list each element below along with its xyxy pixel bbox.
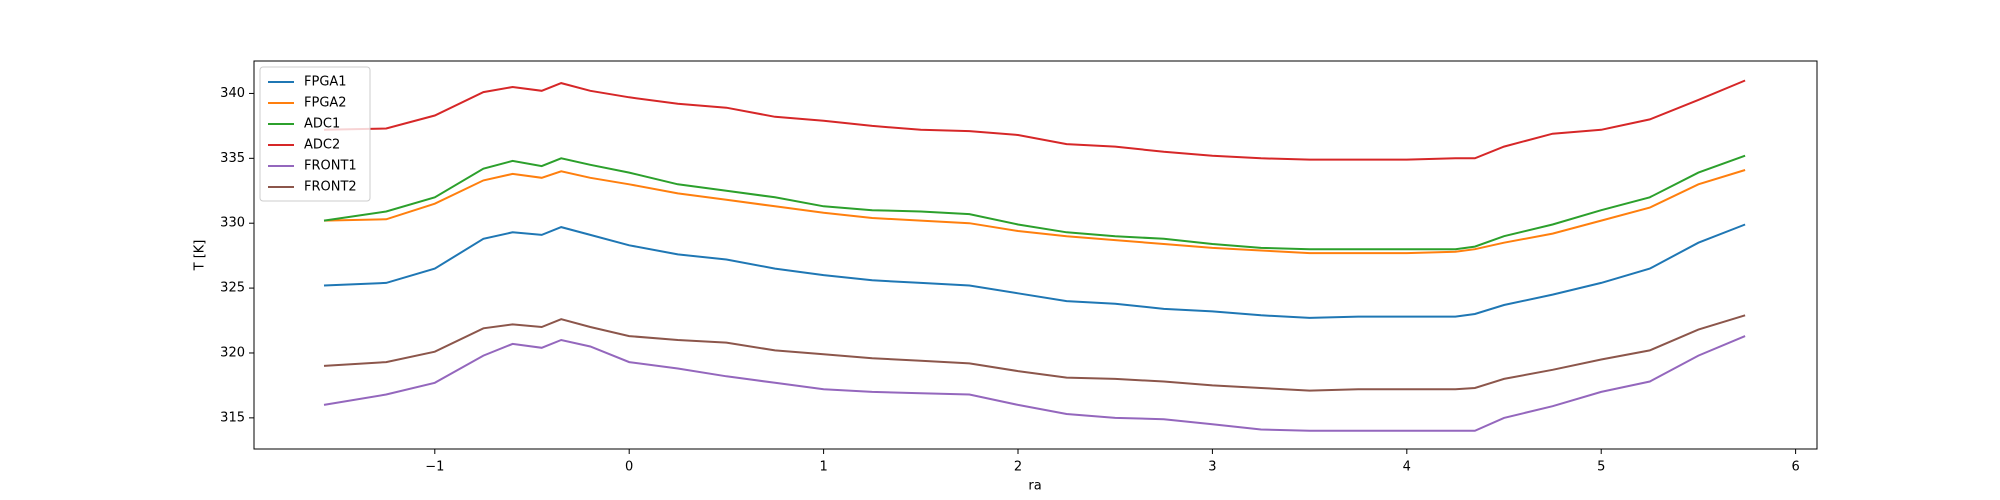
y-tick-label: 320 xyxy=(220,345,245,360)
x-axis-label: ra xyxy=(1028,479,1041,494)
y-tick-label: 330 xyxy=(220,216,245,231)
x-tick-label: 4 xyxy=(1403,460,1411,475)
series-line xyxy=(323,154,1746,251)
legend-label: ADC1 xyxy=(304,117,340,132)
series-line xyxy=(323,335,1746,432)
y-tick-label: 325 xyxy=(220,281,245,296)
x-tick-label: 0 xyxy=(625,460,633,475)
x-tick-label: 1 xyxy=(819,460,827,475)
x-tick-label: 3 xyxy=(1208,460,1216,475)
series-line xyxy=(323,314,1746,392)
y-tick-label: 315 xyxy=(220,410,245,425)
series-line xyxy=(323,223,1746,319)
x-tick-label: 2 xyxy=(1014,460,1022,475)
y-tick-label: 335 xyxy=(220,151,245,166)
legend-label: FRONT1 xyxy=(304,159,357,174)
y-axis-label: T [K] xyxy=(193,240,208,272)
series-line xyxy=(323,79,1746,161)
legend-label: ADC2 xyxy=(304,138,340,153)
x-tick-label: 5 xyxy=(1597,460,1605,475)
plot-frame xyxy=(253,60,1818,450)
legend-label: FPGA2 xyxy=(304,96,347,111)
legend-box xyxy=(259,66,371,202)
x-tick-label: 6 xyxy=(1791,460,1799,475)
legend-label: FRONT2 xyxy=(304,180,357,195)
legend-label: FPGA1 xyxy=(304,75,347,90)
y-tick-label: 340 xyxy=(220,86,245,101)
x-tick-label: −1 xyxy=(425,460,444,475)
series-line xyxy=(323,169,1746,255)
